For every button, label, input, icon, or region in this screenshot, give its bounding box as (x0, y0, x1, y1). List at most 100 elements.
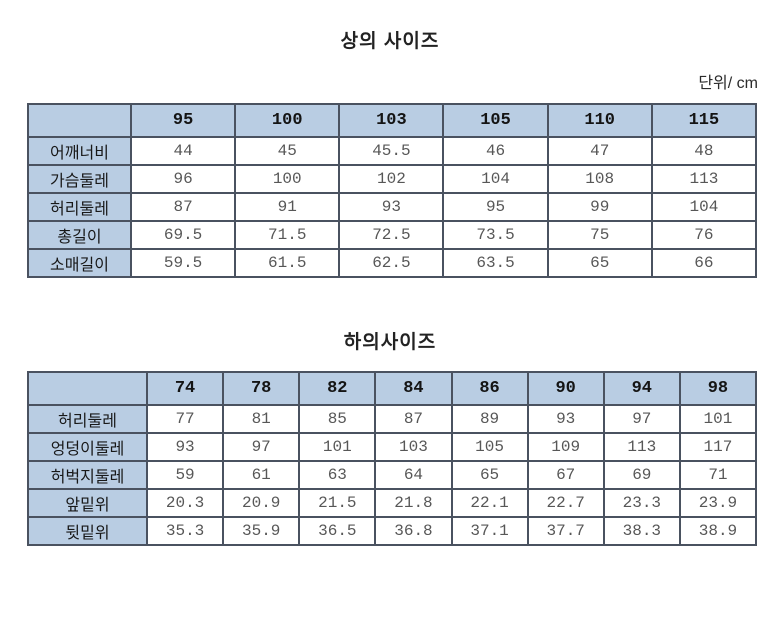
unit-label: 단위/ cm (698, 75, 758, 92)
row-label: 뒷밑위 (27, 516, 148, 546)
row-label: 허리둘레 (27, 404, 148, 434)
size-column-header: 110 (546, 103, 653, 138)
size-value-cell: 95 (442, 192, 549, 222)
size-value-cell: 71 (678, 460, 758, 490)
size-value-cell: 72.5 (338, 220, 445, 250)
size-column-header: 105 (442, 103, 549, 138)
table-row: 허벅지둘레 59 61 63 64 65 67 69 71 (27, 460, 758, 490)
size-value-cell: 93 (338, 192, 445, 222)
size-value-cell: 59.5 (129, 248, 237, 278)
size-value-cell: 35.3 (145, 516, 225, 546)
size-value-cell: 101 (298, 432, 377, 462)
row-label: 앞밑위 (27, 488, 148, 518)
size-value-cell: 38.3 (602, 516, 681, 546)
size-value-cell: 36.5 (298, 516, 377, 546)
size-value-cell: 69 (602, 460, 681, 490)
corner-cell (27, 371, 148, 406)
size-value-cell: 23.9 (678, 488, 758, 518)
size-value-cell: 103 (374, 432, 453, 462)
size-value-cell: 117 (678, 432, 758, 462)
row-label: 허리둘레 (27, 192, 132, 222)
size-value-cell: 67 (526, 460, 605, 490)
size-value-cell: 21.5 (298, 488, 377, 518)
size-column-header: 100 (234, 103, 341, 138)
size-value-cell: 61 (222, 460, 301, 490)
size-value-cell: 87 (374, 404, 453, 434)
size-value-cell: 96 (129, 164, 237, 194)
size-value-cell: 21.8 (374, 488, 453, 518)
size-value-cell: 76 (650, 220, 758, 250)
size-value-cell: 65 (450, 460, 529, 490)
size-value-cell: 69.5 (129, 220, 237, 250)
table-row: 앞밑위 20.3 20.9 21.5 21.8 22.1 22.7 23.3 23.9 (27, 488, 758, 518)
size-value-cell: 64 (374, 460, 453, 490)
size-column-header: 95 (129, 103, 237, 138)
size-value-cell: 85 (298, 404, 377, 434)
size-value-cell: 65 (546, 248, 653, 278)
size-value-cell: 104 (650, 192, 758, 222)
size-value-cell: 91 (234, 192, 341, 222)
size-value-cell: 22.1 (450, 488, 529, 518)
table-row: 어깨너비 44 45 45.5 46 47 48 (27, 136, 758, 166)
size-column-header: 84 (374, 371, 453, 406)
size-value-cell: 45.5 (338, 136, 445, 166)
size-value-cell: 99 (546, 192, 653, 222)
size-value-cell: 62.5 (338, 248, 445, 278)
size-value-cell: 75 (546, 220, 653, 250)
size-column-header: 94 (602, 371, 681, 406)
table-row: 뒷밑위 35.3 35.9 36.5 36.8 37.1 37.7 38.3 38.9 (27, 516, 758, 546)
size-value-cell: 113 (650, 164, 758, 194)
row-label: 소매길이 (27, 248, 132, 278)
size-value-cell: 59 (145, 460, 225, 490)
size-value-cell: 48 (650, 136, 758, 166)
table-row: 소매길이 59.5 61.5 62.5 63.5 65 66 (27, 248, 758, 278)
size-value-cell: 36.8 (374, 516, 453, 546)
size-value-cell: 104 (442, 164, 549, 194)
size-value-cell: 77 (145, 404, 225, 434)
size-value-cell: 71.5 (234, 220, 341, 250)
size-value-cell: 100 (234, 164, 341, 194)
table-row: 가슴둘레 96 100 102 104 108 113 (27, 164, 758, 194)
table-row: 허리둘레 87 91 93 95 99 104 (27, 192, 758, 222)
size-value-cell: 37.7 (526, 516, 605, 546)
size-value-cell: 97 (602, 404, 681, 434)
size-value-cell: 87 (129, 192, 237, 222)
tops-size-table: 95 100 103 105 110 115 어깨너비 44 45 45.5 46 47 48 가슴둘레 9… (27, 103, 758, 278)
size-value-cell: 47 (546, 136, 653, 166)
size-column-header: 78 (222, 371, 301, 406)
size-value-cell: 63.5 (442, 248, 549, 278)
size-value-cell: 20.9 (222, 488, 301, 518)
size-value-cell: 109 (526, 432, 605, 462)
size-value-cell: 45 (234, 136, 341, 166)
row-label: 총길이 (27, 220, 132, 250)
size-value-cell: 35.9 (222, 516, 301, 546)
size-value-cell: 22.7 (526, 488, 605, 518)
row-label: 가슴둘레 (27, 164, 132, 194)
size-value-cell: 93 (526, 404, 605, 434)
row-label: 허벅지둘레 (27, 460, 148, 490)
row-label: 엉덩이둘레 (27, 432, 148, 462)
size-column-header: 86 (450, 371, 529, 406)
bottoms-table-title: 하의사이즈 (343, 332, 437, 353)
size-value-cell: 102 (338, 164, 445, 194)
size-value-cell: 81 (222, 404, 301, 434)
row-label: 어깨너비 (27, 136, 132, 166)
size-column-header: 90 (526, 371, 605, 406)
size-value-cell: 46 (442, 136, 549, 166)
size-column-header: 115 (650, 103, 758, 138)
table-row: 총길이 69.5 71.5 72.5 73.5 75 76 (27, 220, 758, 250)
size-value-cell: 101 (678, 404, 758, 434)
tops-table-title: 상의 사이즈 (340, 31, 440, 52)
table-row: 허리둘레 77 81 85 87 89 93 97 101 (27, 404, 758, 434)
size-value-cell: 97 (222, 432, 301, 462)
size-value-cell: 44 (129, 136, 237, 166)
size-value-cell: 66 (650, 248, 758, 278)
size-value-cell: 20.3 (145, 488, 225, 518)
size-value-cell: 89 (450, 404, 529, 434)
size-value-cell: 38.9 (678, 516, 758, 546)
size-value-cell: 113 (602, 432, 681, 462)
size-column-header: 82 (298, 371, 377, 406)
size-value-cell: 37.1 (450, 516, 529, 546)
table-row: 엉덩이둘레 93 97 101 103 105 109 113 117 (27, 432, 758, 462)
